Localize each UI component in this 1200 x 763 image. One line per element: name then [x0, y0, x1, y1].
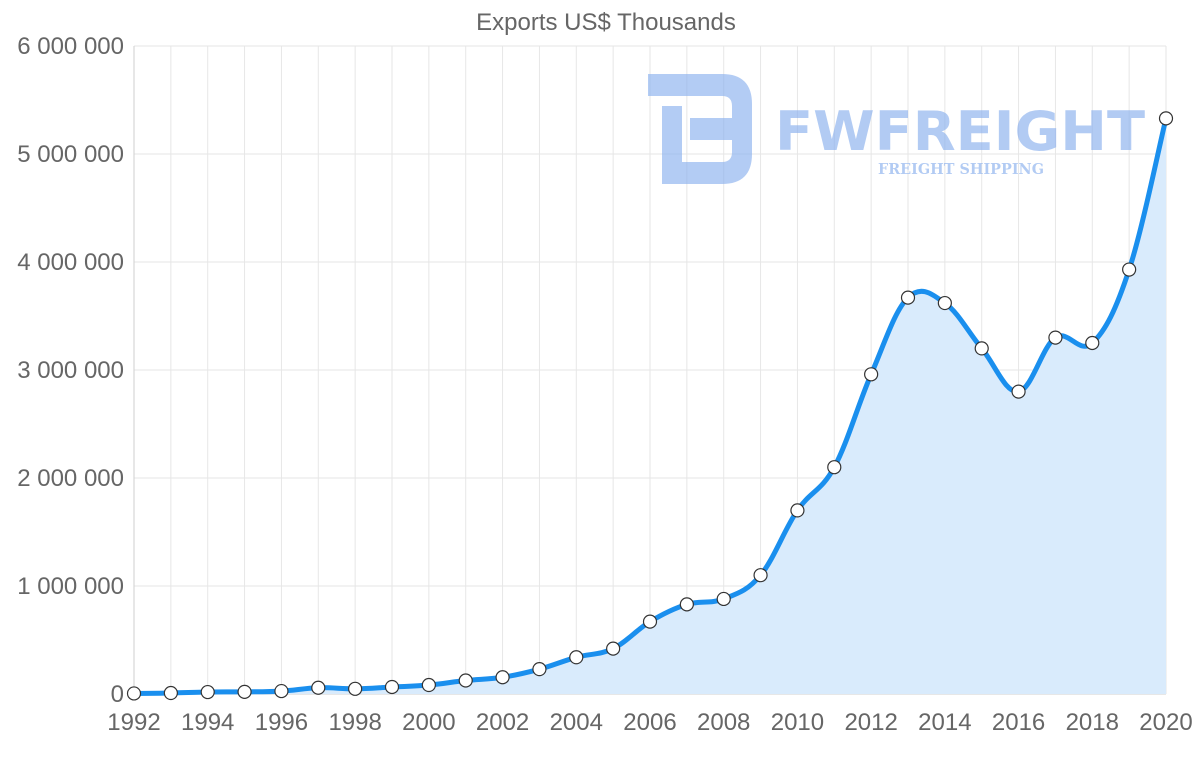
x-tick-label: 2012	[844, 709, 897, 736]
x-tick-label: 2000	[402, 709, 455, 736]
y-tick-label: 2 000 000	[17, 465, 124, 492]
data-point-2000[interactable]	[421, 677, 436, 693]
x-tick-label: 2008	[697, 709, 750, 736]
series-area-fill	[134, 118, 1166, 695]
area-layer	[134, 118, 1166, 695]
chart-title: Exports US$ Thousands	[476, 9, 736, 36]
x-axis-ticks: 1992 1994 1996 1998 2000 2002 2004 2006 2008 2010…	[107, 709, 1192, 736]
data-point-1998[interactable]	[348, 681, 363, 696]
fwfreight-logo-icon	[648, 74, 752, 184]
x-tick-label: 1996	[255, 709, 308, 736]
data-point-1993[interactable]	[163, 685, 178, 701]
x-tick-label: 2016	[992, 709, 1045, 736]
x-tick-label: 2018	[1066, 709, 1119, 736]
points-layer	[126, 111, 1174, 701]
data-point-2009[interactable]	[753, 568, 768, 583]
watermark-tagline: FREIGHT SHIPPING	[878, 160, 1044, 178]
y-tick-label: 1 000 000	[17, 573, 124, 600]
data-point-2013[interactable]	[900, 290, 916, 305]
data-point-2011[interactable]	[827, 460, 842, 475]
data-point-1997[interactable]	[311, 680, 326, 695]
fwfreight-watermark: FWFREIGHT FREIGHT SHIPPING	[648, 74, 1145, 184]
data-point-2004[interactable]	[569, 650, 584, 665]
data-point-2001[interactable]	[458, 673, 473, 688]
data-point-2015[interactable]	[974, 341, 989, 356]
x-tick-label: 2006	[623, 709, 676, 736]
data-point-2007[interactable]	[679, 597, 694, 612]
y-tick-label: 0	[111, 681, 124, 708]
data-point-2005[interactable]	[606, 641, 621, 656]
data-point-2003[interactable]	[532, 662, 547, 677]
data-point-2018[interactable]	[1085, 335, 1100, 351]
data-point-2016[interactable]	[1011, 384, 1026, 399]
data-point-2002[interactable]	[495, 670, 510, 685]
watermark-brand: FWFREIGHT	[775, 100, 1145, 163]
data-point-1995[interactable]	[237, 684, 252, 699]
x-tick-label: 2020	[1139, 709, 1192, 736]
data-point-2008[interactable]	[716, 591, 731, 607]
data-point-1994[interactable]	[200, 684, 215, 700]
x-tick-label: 2010	[771, 709, 824, 736]
data-point-2019[interactable]	[1122, 262, 1137, 277]
y-tick-label: 6 000 000	[17, 33, 124, 60]
data-point-2017[interactable]	[1048, 330, 1063, 345]
x-tick-label: 1992	[107, 709, 160, 736]
x-tick-label: 2004	[550, 709, 603, 736]
x-tick-label: 2002	[476, 709, 529, 736]
data-point-1996[interactable]	[274, 683, 289, 699]
data-point-2012[interactable]	[864, 367, 879, 382]
x-tick-label: 2014	[918, 709, 971, 736]
y-tick-label: 4 000 000	[17, 249, 124, 276]
data-point-1999[interactable]	[384, 679, 400, 695]
data-point-2006[interactable]	[642, 614, 658, 629]
x-tick-label: 1994	[181, 709, 234, 736]
y-axis-ticks: 0 1 000 000 2 000 000 3 000 000 4 000 000 5 0…	[17, 33, 124, 708]
y-tick-label: 5 000 000	[17, 141, 124, 168]
data-point-2020[interactable]	[1158, 111, 1174, 126]
x-tick-label: 1998	[328, 709, 381, 736]
y-tick-label: 3 000 000	[17, 357, 124, 384]
data-point-2010[interactable]	[790, 503, 805, 518]
data-point-2014[interactable]	[937, 295, 952, 311]
data-point-1992[interactable]	[126, 686, 142, 701]
